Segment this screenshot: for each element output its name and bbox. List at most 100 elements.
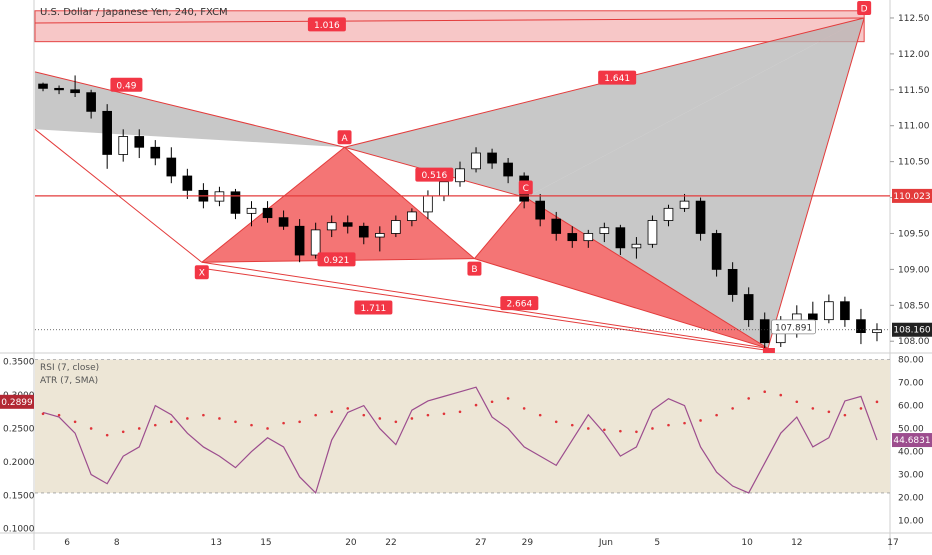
candle xyxy=(663,204,674,227)
atr-point xyxy=(202,413,205,417)
annotation-text: 107.891 xyxy=(775,323,812,333)
time-axis-label: 22 xyxy=(385,538,396,548)
candle xyxy=(391,215,401,238)
candle-body xyxy=(150,146,161,159)
harmonic-edge xyxy=(525,197,769,349)
harmonic-triangle-xab xyxy=(201,147,475,263)
atr-point xyxy=(170,420,173,424)
rsi-band xyxy=(35,359,890,493)
atr-point xyxy=(795,400,799,404)
pattern-point-label: A xyxy=(337,130,352,145)
overlay-layer: 0.49 1.016 0.516 0.921 1.711 2.664 1.641 X A B C D 1… xyxy=(35,0,890,353)
atr-point xyxy=(538,413,542,417)
time-axis-label: 17 xyxy=(887,538,898,548)
rsi-axis-label: 50.00 xyxy=(898,425,924,435)
pattern-point-label: B xyxy=(467,261,482,276)
atr-point xyxy=(298,420,301,424)
candle xyxy=(647,215,658,248)
atr-point xyxy=(811,407,815,410)
candle-body xyxy=(503,162,513,177)
atr-point xyxy=(506,397,510,400)
harmonic-edge xyxy=(344,146,475,259)
time-axis-label: 6 xyxy=(64,538,70,548)
price-axis-label: 112.50 xyxy=(898,14,930,24)
atr-point xyxy=(683,421,686,425)
candle xyxy=(358,222,369,245)
atr-value-text: 0.2899 xyxy=(1,398,33,408)
rsi-axis-label: 30.00 xyxy=(898,471,924,481)
candle-body xyxy=(134,136,145,148)
ratio-label-text: D xyxy=(861,4,868,14)
rsi-axis-label: 10.00 xyxy=(898,517,924,527)
ratio-label-text: 2.664 xyxy=(506,300,532,310)
price-axis-label: 111.50 xyxy=(898,86,930,96)
candle xyxy=(551,211,562,241)
candle xyxy=(599,222,610,243)
atr-point xyxy=(667,423,670,427)
candle-body xyxy=(310,229,321,256)
atr-point xyxy=(747,397,750,400)
candle-body xyxy=(872,329,882,334)
ratio-label-text: 0.49 xyxy=(116,81,136,91)
pattern-point-marker xyxy=(762,348,775,353)
rsi-axis-label: 70.00 xyxy=(898,379,924,389)
atr-point xyxy=(282,421,285,425)
candle-body xyxy=(615,227,626,249)
atr-axis-label: 0.1000 xyxy=(3,525,35,535)
candle-body xyxy=(342,222,353,227)
candle-body xyxy=(759,319,770,344)
time-axis-label: 27 xyxy=(475,538,486,548)
candle-body xyxy=(856,319,866,334)
atr-point xyxy=(410,417,414,420)
time-axis-label: 5 xyxy=(654,538,660,548)
candle xyxy=(615,224,626,256)
projection-edge xyxy=(201,261,768,349)
candle xyxy=(294,219,305,263)
candle xyxy=(182,168,193,199)
candle-body xyxy=(102,110,112,155)
candle xyxy=(230,188,241,220)
candle-body xyxy=(679,200,690,209)
ratio-label-bg xyxy=(337,130,352,145)
candle xyxy=(872,323,882,342)
projection-edge xyxy=(767,17,865,349)
atr-point xyxy=(699,419,702,422)
atr-point xyxy=(859,407,863,410)
candle-body xyxy=(86,92,96,112)
ratio-label: 0.921 xyxy=(317,252,356,267)
candle xyxy=(54,85,64,95)
atr-axis-label: 0.2000 xyxy=(3,458,35,468)
ratio-label-bg xyxy=(194,265,209,280)
rsi-pane[interactable]: RSI (7, close) ATR (7, SMA) xyxy=(35,359,890,495)
harmonic-edge xyxy=(474,258,769,349)
candle-body xyxy=(535,200,545,220)
time-axis-label: 10 xyxy=(741,538,753,548)
atr-point xyxy=(250,423,253,427)
candle-body xyxy=(808,313,818,321)
annotation-box xyxy=(771,319,816,335)
projection-edge xyxy=(201,267,768,351)
ratio-label-bg xyxy=(415,167,454,182)
rsi-axis-label: 80.00 xyxy=(898,356,924,366)
ratio-label-text: 0.921 xyxy=(324,256,350,266)
candle-body xyxy=(455,168,465,183)
candle-body xyxy=(358,225,369,238)
candle-body xyxy=(583,233,594,242)
atr-point xyxy=(603,428,606,432)
ratio-label-text: B xyxy=(471,265,477,275)
atr-point xyxy=(554,420,558,424)
atr-value-bg xyxy=(0,394,34,409)
price-axis-label: 109.50 xyxy=(898,229,930,239)
ratio-label-bg xyxy=(354,300,393,315)
projection-triangle-cd xyxy=(525,17,865,349)
level-price-tag-bg xyxy=(892,188,932,203)
candle xyxy=(246,201,257,227)
atr-point xyxy=(121,430,125,434)
candle-body xyxy=(599,227,610,234)
atr-point xyxy=(378,417,382,420)
time-axis-label: 20 xyxy=(345,538,357,548)
ratio-label: 2.664 xyxy=(500,296,539,311)
ratio-label-text: 1.016 xyxy=(314,21,340,31)
ratio-label-bg xyxy=(317,252,356,267)
axes-layer: 108.00108.50109.00109.50110.00110.50111.… xyxy=(0,14,932,548)
